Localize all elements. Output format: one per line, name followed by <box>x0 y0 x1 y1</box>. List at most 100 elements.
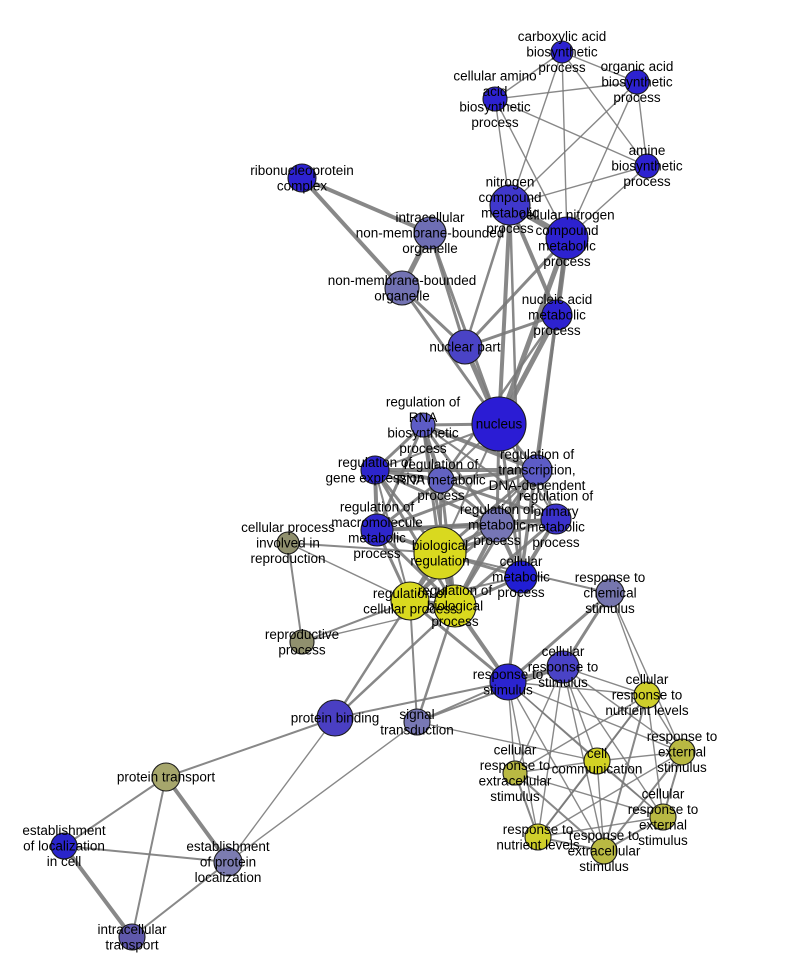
edge-n4-n6 <box>509 165 648 206</box>
edge-n29-n36 <box>646 694 664 818</box>
edge-n26-n25 <box>301 605 456 643</box>
edge-n13-n18 <box>421 423 499 527</box>
node-n37[interactable] <box>524 823 552 851</box>
node-label-n26: reproductive process <box>265 627 339 658</box>
node-label-n8: intracellular non-membrane-bounded organel… <box>356 210 505 256</box>
node-label-n37: response to nutrient levels <box>496 822 580 853</box>
edge-n31-n28 <box>416 666 564 723</box>
edge-n30-n25 <box>333 604 457 720</box>
node-n33[interactable] <box>583 747 611 775</box>
node-n7[interactable] <box>545 216 589 260</box>
node-n10[interactable] <box>541 299 573 331</box>
edge-n13-n19 <box>375 423 425 532</box>
node-n22[interactable] <box>595 578 625 608</box>
node-label-n7: cellular nitrogen compound metabolic proces… <box>519 207 614 269</box>
node-n36[interactable] <box>649 803 677 831</box>
edge-n40-n30 <box>227 717 336 863</box>
edge-n27-n22 <box>506 591 612 684</box>
node-n24[interactable] <box>390 581 430 621</box>
edge-n34-n36 <box>514 772 664 818</box>
edge-n35-n39 <box>63 776 167 847</box>
node-n23[interactable] <box>276 531 300 555</box>
node-label-n39: establishment of localization in cell <box>22 823 106 869</box>
node-n12[interactable] <box>471 396 527 452</box>
edge-n17-n25 <box>453 517 558 608</box>
node-n4[interactable] <box>634 153 660 179</box>
node-n26[interactable] <box>289 629 315 655</box>
edge-n14-n16 <box>439 468 539 482</box>
node-n30[interactable] <box>316 699 354 737</box>
node-n9[interactable] <box>384 270 420 306</box>
node-label-n13: regulation of RNA biosynthetic process <box>386 394 461 456</box>
edge-n22-n29 <box>609 592 648 696</box>
node-label-n36: cellular response to external stimulus <box>628 786 699 848</box>
edge-n1-n6 <box>509 51 563 206</box>
node-n25[interactable] <box>433 584 477 628</box>
edge-n23-n24 <box>287 542 411 602</box>
node-label-n6: nitrogen compound metabolic process <box>478 174 541 236</box>
node-label-n40: establishment of protein localization <box>186 839 270 885</box>
node-label-n17: regulation of primary metabolic process <box>519 488 594 550</box>
node-n3[interactable] <box>482 86 508 112</box>
node-label-n1: carboxylic acid biosynthetic process <box>518 29 607 75</box>
node-n29[interactable] <box>633 681 661 709</box>
edge-n2-n7 <box>566 81 638 239</box>
node-n28[interactable] <box>546 650 580 684</box>
node-n14[interactable] <box>521 454 553 486</box>
node-label-n32: response to external stimulus <box>647 729 718 775</box>
edge-n35-n41 <box>131 776 167 938</box>
node-label-n15: regulation of gene expression <box>325 455 424 486</box>
node-n15[interactable] <box>360 455 390 485</box>
edge-n35-n30 <box>165 717 336 778</box>
node-label-n14: regulation of transcription, DNA-dependent <box>489 447 586 493</box>
node-n21[interactable] <box>504 560 538 594</box>
node-label-n12: nucleus <box>476 417 523 432</box>
node-n39[interactable] <box>50 832 78 860</box>
node-label-n28: cellular response to stimulus <box>528 644 599 690</box>
node-n38[interactable] <box>590 837 618 865</box>
node-label-n27: response to stimulus <box>473 667 544 698</box>
node-n35[interactable] <box>151 762 181 792</box>
edge-n28-n33 <box>562 666 598 762</box>
edge-n32-n33 <box>596 751 683 762</box>
node-label-n29: cellular response to nutrient levels <box>605 672 689 718</box>
edge-n6-n12 <box>497 203 512 426</box>
node-n41[interactable] <box>118 923 146 951</box>
node-label-n22: response to chemical stimulus <box>575 570 646 616</box>
node-n13[interactable] <box>410 412 436 438</box>
node-label-n5: ribonucleoprotein complex <box>250 163 354 194</box>
edge-n6-n21 <box>508 203 523 579</box>
node-n32[interactable] <box>668 738 696 766</box>
node-n19[interactable] <box>360 513 394 547</box>
node-n16[interactable] <box>427 466 455 494</box>
node-n1[interactable] <box>550 40 574 64</box>
node-n40[interactable] <box>213 847 243 877</box>
edge-n1-n3 <box>494 51 563 100</box>
node-label-n24: regulation of cellular process <box>363 586 457 617</box>
node-n2[interactable] <box>624 69 650 95</box>
node-n20[interactable] <box>413 526 467 580</box>
edge-n28-n34 <box>514 666 564 774</box>
node-n5[interactable] <box>287 163 317 193</box>
edge-n33-n34 <box>514 760 598 774</box>
edge-n39-n40 <box>63 845 229 863</box>
node-n17[interactable] <box>540 503 572 535</box>
edge-n1-n7 <box>561 51 568 239</box>
node-n34[interactable] <box>502 760 528 786</box>
node-label-n35: protein transport <box>117 770 216 785</box>
node-n8[interactable] <box>413 216 447 250</box>
edge-n33-n38 <box>596 760 605 852</box>
node-n18[interactable] <box>479 507 515 543</box>
node-n27[interactable] <box>489 663 527 701</box>
edge-n34-n38 <box>514 772 605 852</box>
node-n11[interactable] <box>447 329 483 365</box>
edge-n3-n4 <box>494 98 648 167</box>
labels-layer: carboxylic acid biosynthetic process organi… <box>22 29 717 952</box>
edge-n24-n27 <box>408 599 510 684</box>
node-label-n33: cell communication <box>552 746 643 777</box>
node-n6[interactable] <box>489 184 531 226</box>
node-n31[interactable] <box>403 708 431 736</box>
edge-n33-n37 <box>537 760 598 838</box>
